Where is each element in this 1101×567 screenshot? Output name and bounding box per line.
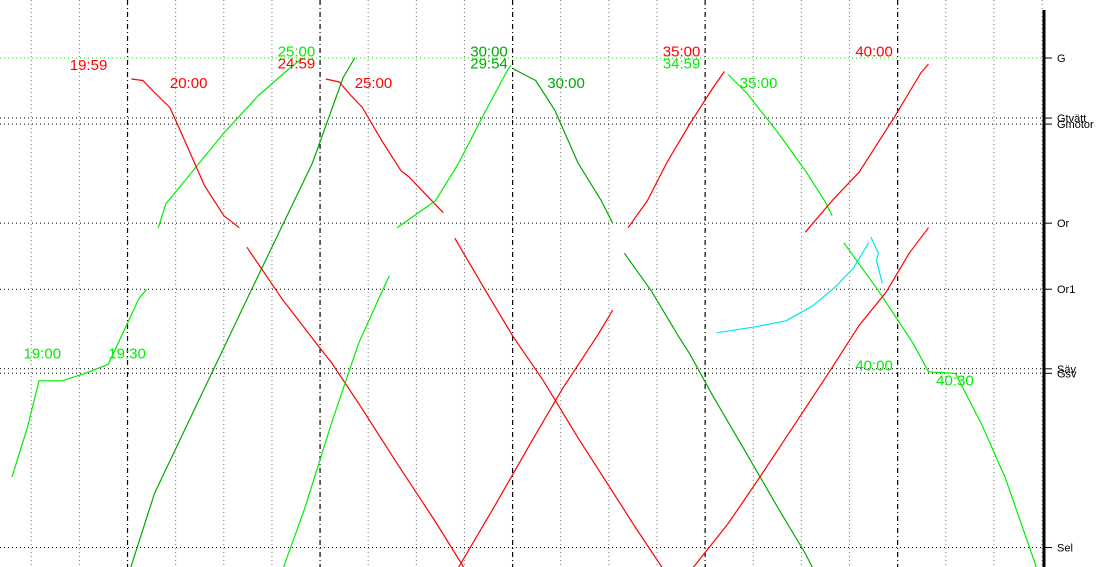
station-label: Säv	[1057, 364, 1076, 376]
time-grid	[30, 0, 1043, 567]
station-label: G	[1057, 53, 1066, 65]
station-label: Gtvätt	[1057, 113, 1086, 125]
time-label: 30:00	[470, 43, 508, 60]
time-label: 24:59	[278, 56, 316, 73]
train-path	[325, 78, 444, 214]
time-label: 30:00	[547, 75, 585, 92]
train-path	[157, 57, 304, 228]
train-path	[130, 57, 356, 567]
train-path	[727, 74, 833, 216]
train-path	[396, 65, 512, 229]
train-path	[843, 242, 1037, 567]
train-path	[282, 275, 390, 567]
train-path	[454, 237, 663, 567]
station-label: Or	[1057, 218, 1070, 230]
train-path	[627, 71, 725, 229]
train-path	[693, 227, 929, 567]
time-label: 34:59	[663, 56, 701, 73]
time-label: 20:00	[170, 75, 208, 92]
train-paths	[11, 57, 1037, 567]
time-label: 29:54	[470, 56, 508, 73]
time-label: 40:00	[855, 43, 893, 60]
train-path	[870, 236, 883, 284]
time-label: 25:00	[278, 43, 316, 60]
time-label: 19:00	[24, 345, 62, 362]
train-path	[716, 242, 870, 334]
time-label: 40:30	[936, 372, 974, 389]
station-label: Sel	[1057, 542, 1073, 554]
time-label: 19:59	[70, 57, 108, 74]
time-label: 40:00	[855, 357, 893, 374]
time-label: 35:00	[740, 75, 778, 92]
train-path	[623, 252, 813, 567]
time-label: 25:00	[355, 75, 393, 92]
station-label: Gmotor	[1057, 119, 1094, 131]
train-path	[458, 309, 614, 567]
time-label: 35:00	[663, 43, 701, 60]
station-label: Or1	[1057, 284, 1075, 296]
train-path	[804, 63, 929, 233]
time-label: 19:30	[108, 345, 146, 362]
train-path	[11, 288, 148, 478]
train-path	[512, 67, 614, 224]
train-path	[131, 78, 240, 229]
station-label: Gsv	[1057, 368, 1077, 380]
time-labels: 19:5920:0024:5925:0025:0030:0029:5430:00…	[24, 43, 974, 389]
